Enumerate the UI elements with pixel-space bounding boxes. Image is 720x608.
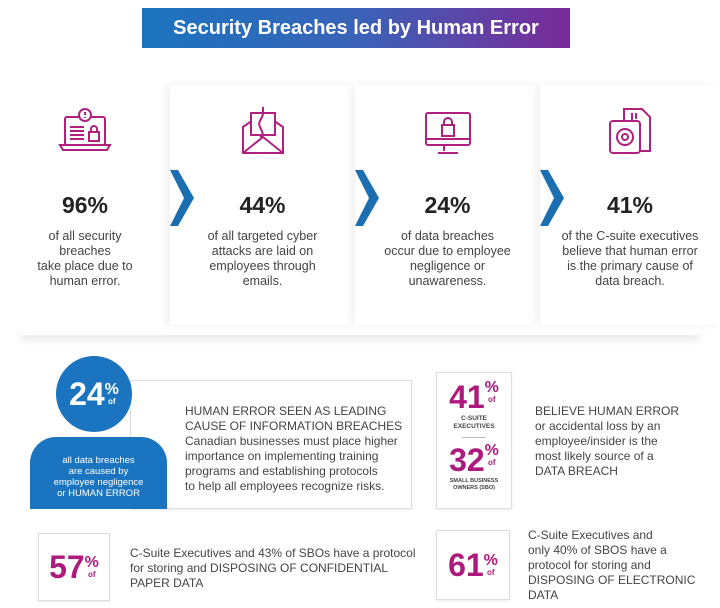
stat-card: 44% of all targeted cyber attacks are lai…	[170, 85, 355, 325]
stat-description: of all targeted cyber attacks are laid on…	[207, 229, 318, 288]
chevron-right-icon	[540, 170, 564, 226]
executives-owners-card: 41% of C-SUITE EXECUTIVES 32% of SMALL BUSI…	[436, 372, 512, 509]
stat-description: of all security breaches take place due to…	[37, 229, 133, 288]
title-banner: Security Breaches led by Human Error	[142, 8, 570, 48]
monitor-lock-icon	[424, 112, 471, 154]
stat-card: 24% of data breaches occur due to employe…	[355, 85, 540, 325]
stat-percent: 24%	[424, 192, 471, 218]
stat-percent: 44%	[239, 192, 286, 218]
laptop-lock-icon	[58, 108, 112, 151]
stat-percent: 41%	[606, 192, 654, 218]
leading-cause-card	[130, 380, 412, 509]
circle-caption: all data breaches are caused by employee n…	[30, 437, 167, 509]
envelope-hook-icon	[241, 107, 284, 154]
electronic-text: C-Suite Executives and only 40% of SBOS h…	[528, 528, 696, 602]
stat-card: 96% of all security breaches take place du…	[0, 85, 170, 325]
document-eye-icon	[609, 108, 651, 154]
divider-shadow	[20, 325, 700, 335]
believe-text: BELIEVE HUMAN ERROR or accidental loss by…	[535, 404, 680, 478]
leading-cause-text: HUMAN ERROR SEEN AS LEADING CAUSE OF INFO…	[185, 404, 403, 493]
stat-card: 41% of the C-suite executives believe tha…	[540, 85, 720, 325]
leading-percent-circle: 24% of	[56, 356, 132, 432]
chevron-right-icon	[355, 170, 379, 226]
stat-description: of data breaches occur due to employee neg…	[384, 229, 511, 288]
electronic-percent-box: 61% of	[436, 530, 510, 600]
stat-description: of the C-suite executives believe that hu…	[561, 229, 699, 288]
paper-text: C-Suite Executives and 43% of SBOs have …	[130, 546, 416, 590]
page-title: Security Breaches led by Human Error	[173, 16, 539, 39]
chevron-right-icon	[170, 170, 194, 226]
paper-percent-box: 57% of	[38, 533, 110, 601]
stat-percent: 96%	[61, 192, 109, 218]
